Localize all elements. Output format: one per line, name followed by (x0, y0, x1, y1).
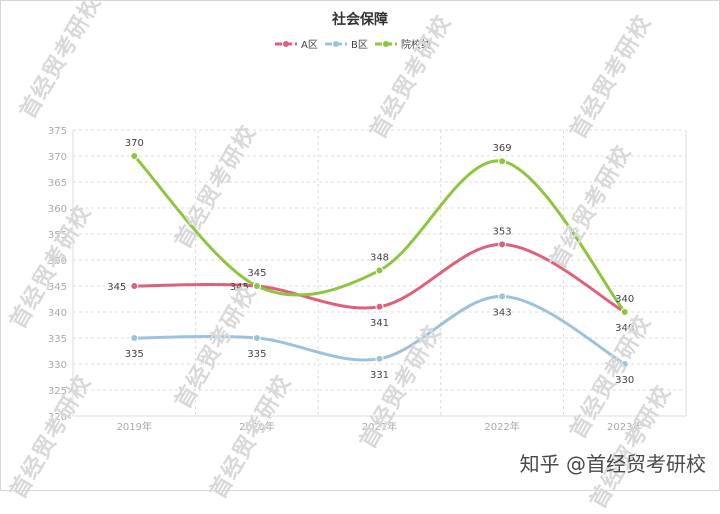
data-label: 343 (493, 307, 512, 318)
y-tick-label: 370 (48, 152, 67, 163)
y-tick-label: 325 (48, 386, 67, 397)
series-group: 345 345 341 353 340 335 335 331 343 330 370 345 348 3… (107, 138, 634, 386)
y-tick-label: 340 (48, 308, 67, 319)
legend-label: A区 (301, 39, 318, 51)
data-point (252, 282, 261, 290)
chart-frame (0, 0, 720, 491)
y-tick-label: 365 (48, 178, 67, 189)
y-tick-label: 330 (48, 360, 67, 371)
data-point (252, 334, 261, 342)
x-tick-label: 2019年 (117, 420, 152, 433)
x-tick-label: 2023年 (607, 420, 642, 433)
legend-label: B区 (351, 39, 368, 51)
data-point (498, 240, 507, 249)
brand-watermark: 知乎 @首经贸考研校 (519, 452, 706, 476)
data-label: 331 (370, 370, 389, 381)
x-tick-label: 2020年 (239, 420, 274, 433)
data-point (375, 302, 384, 311)
legend-marker (383, 41, 389, 47)
data-point (130, 152, 139, 160)
data-point (620, 308, 629, 316)
data-label: 345 (230, 282, 249, 293)
data-label: 353 (493, 226, 512, 237)
series-line (132, 154, 627, 314)
chart-title: 社会保障 (331, 11, 388, 28)
data-point (498, 157, 507, 166)
data-label: 369 (493, 143, 512, 154)
y-tick-label: 350 (48, 256, 67, 267)
data-point (375, 354, 384, 363)
data-label: 330 (615, 375, 634, 386)
data-label: 340 (615, 323, 634, 334)
x-tick-label: 2021年 (362, 420, 397, 433)
legend: A区 B区 院校线 (275, 38, 431, 51)
data-label: 348 (370, 252, 389, 263)
data-label: 335 (125, 349, 144, 360)
data-label: 341 (370, 318, 389, 329)
legend-label: 院校线 (401, 38, 431, 51)
legend-marker (283, 41, 289, 47)
y-axis: 320 325 330 335 340 345 350 355 360 365 370 375 (48, 126, 67, 423)
data-point (498, 292, 507, 301)
data-label: 335 (247, 349, 266, 360)
data-point (130, 334, 139, 342)
y-tick-label: 355 (48, 230, 67, 241)
y-tick-label: 320 (48, 412, 67, 423)
y-tick-label: 335 (48, 334, 67, 345)
data-point (130, 282, 139, 290)
y-tick-label: 360 (48, 204, 67, 215)
chart-svg: 社会保障 A区 B区 院校线 320 325 330 335 340 345 350 355 360… (48, 11, 687, 433)
x-tick-label: 2022年 (484, 420, 519, 433)
data-point (375, 266, 384, 275)
data-point (620, 360, 629, 368)
data-label: 340 (615, 294, 634, 305)
y-tick-label: 345 (48, 282, 67, 293)
data-label: 345 (107, 282, 126, 293)
data-label: 345 (247, 268, 266, 279)
y-tick-label: 375 (48, 126, 67, 137)
legend-marker (333, 41, 339, 47)
x-axis: 2019年 2020年 2021年 2022年 2023年 (117, 420, 643, 433)
data-label: 370 (125, 138, 144, 149)
